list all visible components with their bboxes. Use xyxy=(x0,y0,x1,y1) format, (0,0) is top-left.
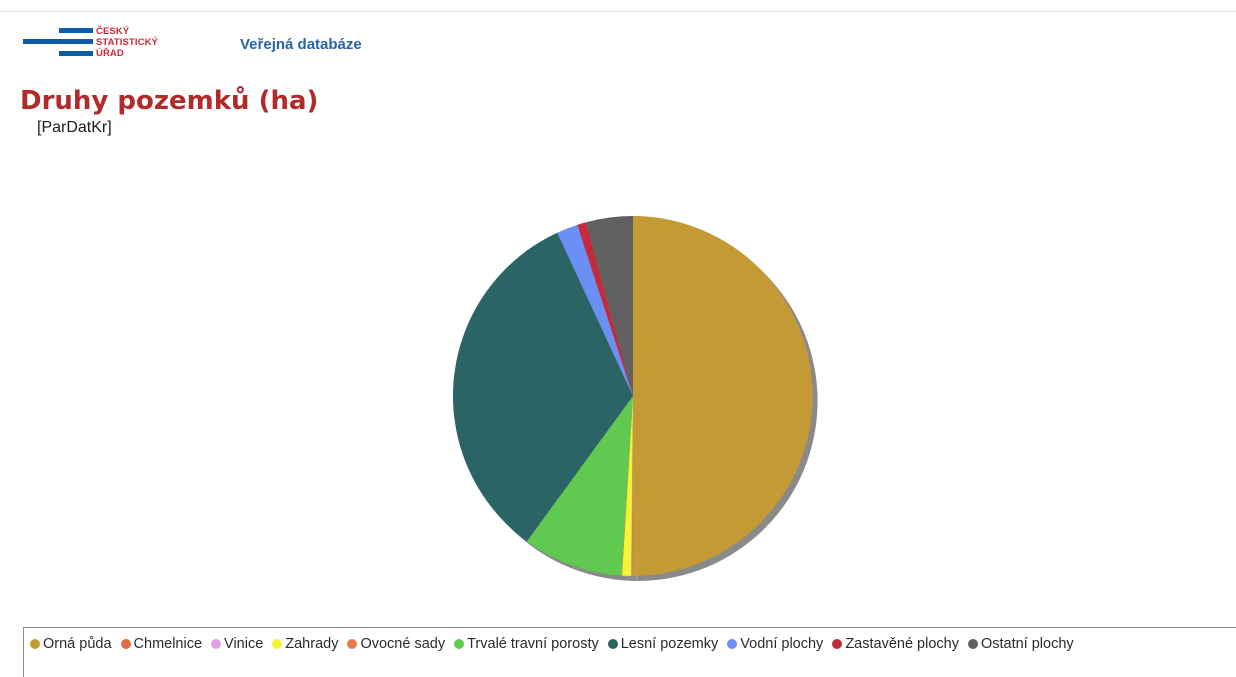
czso-logo[interactable]: ČESKÝ STATISTICKÝ ÚŘAD xyxy=(23,27,173,61)
legend-item-zastavene-plochy[interactable]: Zastavěné plochy xyxy=(832,632,959,656)
legend-swatch-icon xyxy=(727,639,738,649)
pie-slice-ostatni-plochy[interactable] xyxy=(585,216,633,396)
logo-stripe-top xyxy=(59,28,93,33)
pie-slice-ovocne-sady[interactable] xyxy=(621,396,633,576)
legend-label: Lesní pozemky xyxy=(620,636,719,652)
legend-label: Zahrady xyxy=(285,636,339,652)
legend-item-ovocne-sady[interactable]: Ovocné sady xyxy=(347,632,445,656)
pie-slice-group xyxy=(452,216,813,577)
page-title: Druhy pozemků (ha) xyxy=(20,86,319,116)
legend-swatch-icon xyxy=(832,639,843,649)
legend-swatch-icon xyxy=(967,639,978,649)
legend-label: Trvalé travní porosty xyxy=(467,636,599,652)
pie-slice-lesni-pozemky[interactable] xyxy=(452,232,633,542)
chart-legend: Orná půda Chmelnice Vinice Zahrady Ovocné sa… xyxy=(23,627,1236,677)
legend-label: Chmelnice xyxy=(133,636,203,652)
site-header: ČESKÝ STATISTICKÝ ÚŘAD Veřejná databáze xyxy=(23,27,623,61)
pie-slice-vodni-plochy[interactable] xyxy=(557,224,633,396)
legend-swatch-icon xyxy=(211,639,222,649)
public-database-link[interactable]: Veřejná databáze xyxy=(240,36,362,53)
pie-slice-orna-puda[interactable] xyxy=(632,216,813,577)
legend-label: Vinice xyxy=(224,636,264,652)
legend-swatch-icon xyxy=(607,639,618,649)
pie-slice-zahrady[interactable] xyxy=(621,396,633,576)
pie-slice-vinice[interactable] xyxy=(631,396,633,576)
logo-text-line-1: ČESKÝ xyxy=(96,26,130,37)
legend-item-zahrady[interactable]: Zahrady xyxy=(272,632,338,656)
pie-chart xyxy=(452,216,818,582)
legend-label: Ovocné sady xyxy=(360,636,446,652)
legend-item-ostatni-plochy[interactable]: Ostatní plochy xyxy=(967,632,1074,656)
legend-item-vodni-plochy[interactable]: Vodní plochy xyxy=(727,632,823,656)
logo-text-line-2: STATISTICKÝ xyxy=(96,37,158,48)
legend-swatch-icon xyxy=(120,639,131,649)
logo-text-line-3: ÚŘAD xyxy=(96,48,124,59)
legend-item-lesni-pozemky[interactable]: Lesní pozemky xyxy=(607,632,719,656)
legend-swatch-icon xyxy=(454,639,465,649)
legend-label: Ostatní plochy xyxy=(980,636,1074,652)
legend-swatch-icon xyxy=(347,639,358,649)
legend-item-orna-puda[interactable]: Orná půda xyxy=(30,632,112,656)
legend-item-trvale-travni-porosty[interactable]: Trvalé travní porosty xyxy=(454,632,599,656)
legend-swatch-icon xyxy=(30,639,40,649)
pie-slice-zastavene-plochy[interactable] xyxy=(577,222,633,396)
logo-stripe-middle xyxy=(23,39,93,44)
legend-label: Orná půda xyxy=(43,636,112,652)
top-divider xyxy=(0,11,1236,12)
pie-slice-trvale-travni-porosty[interactable] xyxy=(526,396,633,576)
legend-label: Vodní plochy xyxy=(740,636,824,652)
legend-swatch-icon xyxy=(272,639,283,649)
legend-item-chmelnice[interactable]: Chmelnice xyxy=(120,632,203,656)
legend-item-vinice[interactable]: Vinice xyxy=(211,632,263,656)
legend-label: Zastavěné plochy xyxy=(845,636,959,652)
dataset-code: [ParDatKr] xyxy=(37,119,112,136)
pie-slice-chmelnice[interactable] xyxy=(631,396,633,576)
logo-stripe-bottom xyxy=(59,51,93,56)
